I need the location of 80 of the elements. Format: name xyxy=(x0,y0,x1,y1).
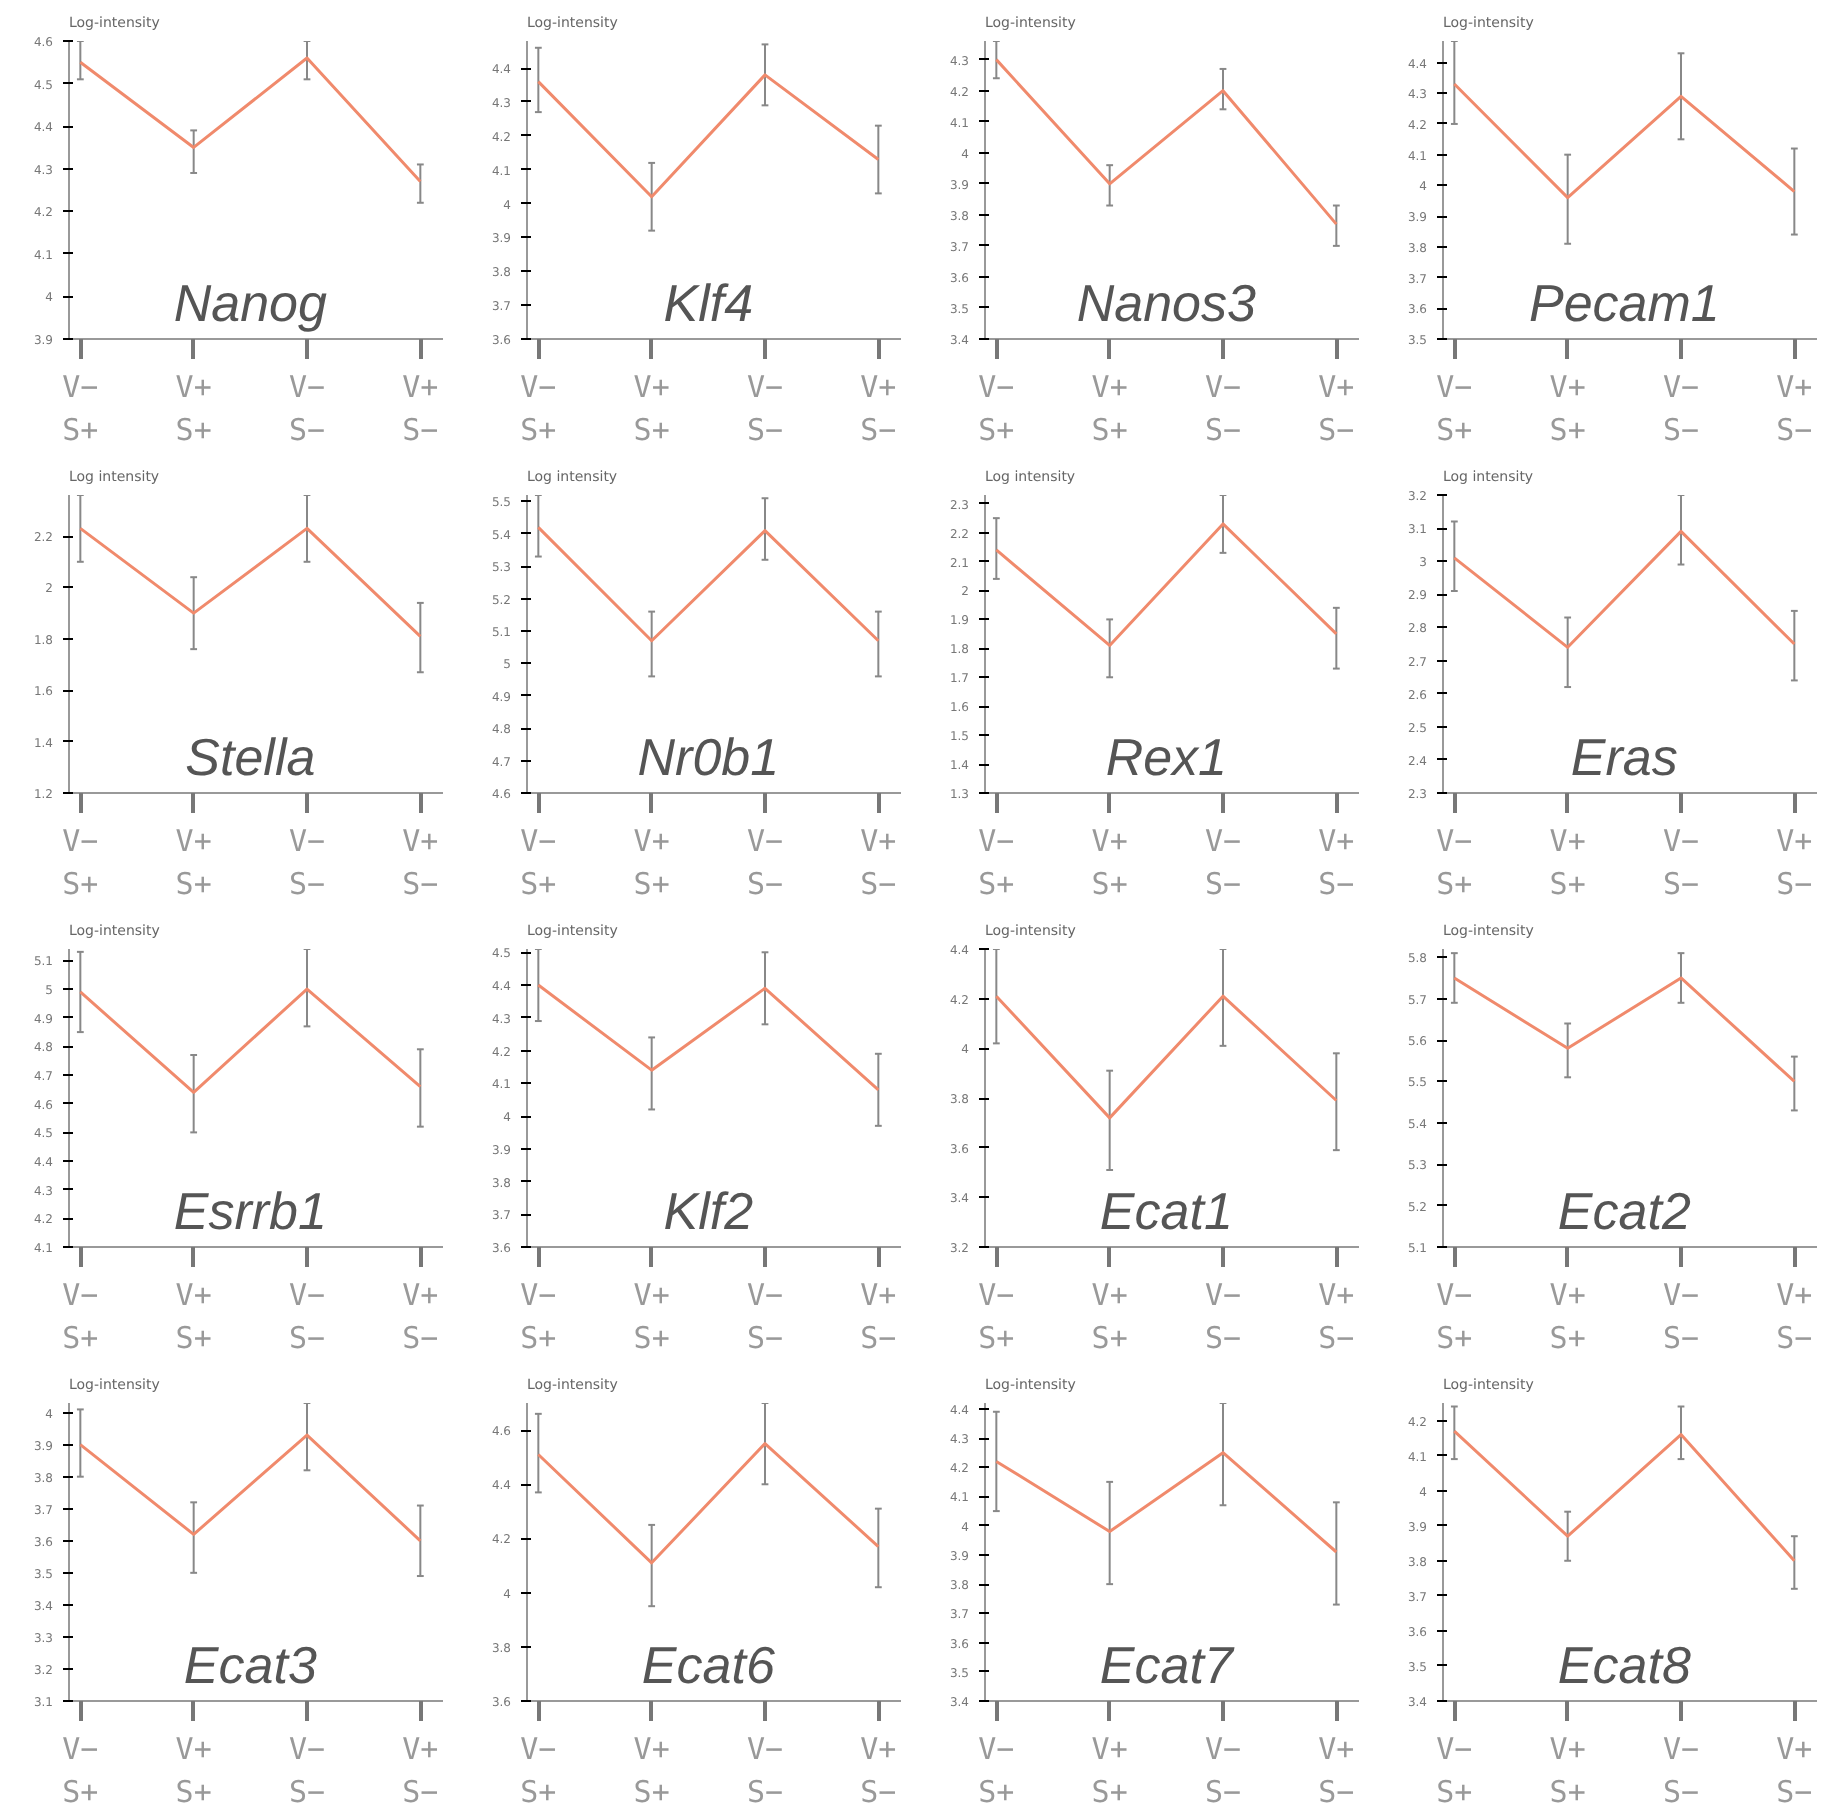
x-tick-label: V− S+ xyxy=(978,369,1015,449)
text: Rex1 xyxy=(1105,727,1228,787)
x-tick-label: V− S+ xyxy=(1436,1277,1473,1357)
x-tick-label: V+ S+ xyxy=(633,369,670,449)
x-tick-label: V+ S− xyxy=(860,1277,897,1357)
x-tick-label: V+ S− xyxy=(860,369,897,449)
text: Ecat8 xyxy=(1557,1635,1692,1695)
x-tick-label: V+ S− xyxy=(1776,823,1813,903)
x-tick-label: V+ S− xyxy=(402,1731,439,1811)
x-tick-label: V+ S− xyxy=(402,369,439,449)
x-tick-label: V− S+ xyxy=(978,1277,1015,1357)
x-tick-label: V− S+ xyxy=(62,1731,99,1811)
x-tick-label: V− S− xyxy=(1662,823,1700,903)
x-tick-label: V+ S− xyxy=(402,823,439,903)
x-tick-label: V+ S+ xyxy=(175,369,212,449)
x-tick-label: V− S− xyxy=(1204,1277,1242,1357)
x-tick-label: V− S− xyxy=(746,1277,784,1357)
x-tick-label: V− S+ xyxy=(520,1277,557,1357)
x-tick-label: V+ S− xyxy=(1776,1731,1813,1811)
x-tick-label: V+ S− xyxy=(860,823,897,903)
text: Ecat1 xyxy=(1099,1181,1233,1241)
x-tick-label: V− S− xyxy=(1662,369,1700,449)
x-tick-label: V− S+ xyxy=(1436,823,1473,903)
x-tick-label: V− S− xyxy=(746,369,784,449)
x-tick-label: V+ S− xyxy=(1776,1277,1813,1357)
x-tick-label: V+ S+ xyxy=(1091,369,1128,449)
x-tick-label: V+ S+ xyxy=(175,1731,212,1811)
x-tick-label: V− S− xyxy=(1204,1731,1242,1811)
x-tick-label: V+ S+ xyxy=(633,1277,670,1357)
x-tick-label: V+ S+ xyxy=(1549,823,1586,903)
x-tick-label: V− S+ xyxy=(520,1731,557,1811)
x-tick-label: V+ S− xyxy=(1776,369,1813,449)
x-tick-label: V− S− xyxy=(288,1277,326,1357)
x-tick-label: V+ S− xyxy=(1318,1731,1355,1811)
x-tick-label: V− S− xyxy=(746,1731,784,1811)
x-tick-label: V− S− xyxy=(746,823,784,903)
x-tick-label: V+ S− xyxy=(1318,1277,1355,1357)
x-tick-label: V− S− xyxy=(288,369,326,449)
x-tick-label: V+ S− xyxy=(402,1277,439,1357)
x-tick-label: V− S+ xyxy=(62,369,99,449)
x-tick-label: V− S− xyxy=(288,1731,326,1811)
x-tick-label: V+ S+ xyxy=(633,823,670,903)
x-tick-label: V− S+ xyxy=(978,823,1015,903)
text: Ecat2 xyxy=(1557,1181,1692,1241)
text: Nr0b1 xyxy=(637,727,780,787)
x-tick-label: V− S+ xyxy=(520,369,557,449)
x-tick-label: V− S+ xyxy=(978,1731,1015,1811)
x-tick-label: V− S+ xyxy=(520,823,557,903)
text: Eras xyxy=(1570,727,1678,787)
text: Ecat3 xyxy=(183,1635,318,1695)
x-tick-label: V+ S− xyxy=(860,1731,897,1811)
x-tick-label: V+ S+ xyxy=(1549,369,1586,449)
x-tick-label: V+ S+ xyxy=(1549,1277,1586,1357)
x-tick-label: V+ S+ xyxy=(1091,1277,1128,1357)
x-tick-label: V− S− xyxy=(1204,369,1242,449)
text: Esrrb1 xyxy=(173,1181,327,1241)
x-tick-label: V− S+ xyxy=(62,823,99,903)
x-tick-label: V− S+ xyxy=(1436,369,1473,449)
x-tick-label: V+ S+ xyxy=(175,1277,212,1357)
x-tick-label: V+ S+ xyxy=(1091,823,1128,903)
text: Nanog xyxy=(173,273,329,333)
x-tick-label: V+ S+ xyxy=(633,1731,670,1811)
x-tick-label: V− S− xyxy=(1662,1277,1700,1357)
x-tick-label: V+ S− xyxy=(1318,369,1355,449)
text: Pecam1 xyxy=(1528,273,1720,333)
x-tick-label: V+ S+ xyxy=(1091,1731,1128,1811)
x-tick-label: V− S− xyxy=(288,823,326,903)
text: Ecat6 xyxy=(641,1635,776,1695)
x-tick-label: V− S+ xyxy=(1436,1731,1473,1811)
x-tick-label: V− S− xyxy=(1662,1731,1700,1811)
text: Klf4 xyxy=(663,273,754,333)
text: Stella xyxy=(185,727,316,787)
x-tick-label: V− S+ xyxy=(62,1277,99,1357)
text: Nanos3 xyxy=(1076,273,1258,333)
x-tick-label: V+ S+ xyxy=(1549,1731,1586,1811)
x-tick-label: V+ S+ xyxy=(175,823,212,903)
x-tick-label: V− S− xyxy=(1204,823,1242,903)
text: Ecat7 xyxy=(1099,1635,1236,1695)
x-tick-label: V+ S− xyxy=(1318,823,1355,903)
text: Klf2 xyxy=(663,1181,755,1241)
